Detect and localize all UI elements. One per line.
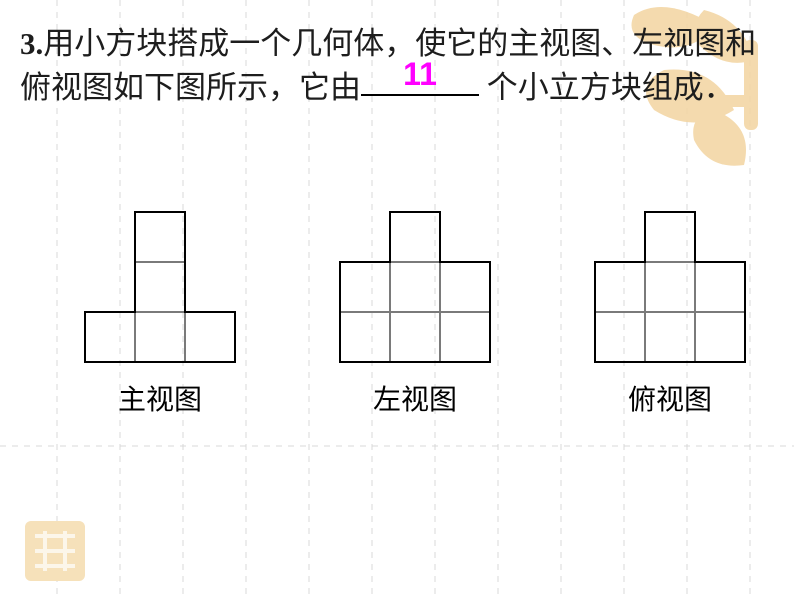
figure-caption-1: 左视图 [305, 378, 525, 418]
figure-2: 俯视图 [560, 210, 780, 418]
question-after: 个小立方块组成． [479, 70, 735, 105]
figures-area: 主视图左视图俯视图 [30, 210, 770, 530]
figure-1: 左视图 [305, 210, 525, 418]
answer-value: 11 [361, 52, 479, 96]
figure-caption-0: 主视图 [50, 378, 270, 418]
figure-svg-0 [83, 210, 237, 364]
figure-svg-2 [593, 210, 747, 364]
figure-0: 主视图 [50, 210, 270, 418]
question-number: 3. [20, 26, 43, 61]
figure-svg-1 [338, 210, 492, 364]
question-text: 3.用小方块搭成一个几何体，使它的主视图、左视图和俯视图如下图所示，它由11 个… [20, 22, 780, 110]
figure-caption-2: 俯视图 [560, 378, 780, 418]
